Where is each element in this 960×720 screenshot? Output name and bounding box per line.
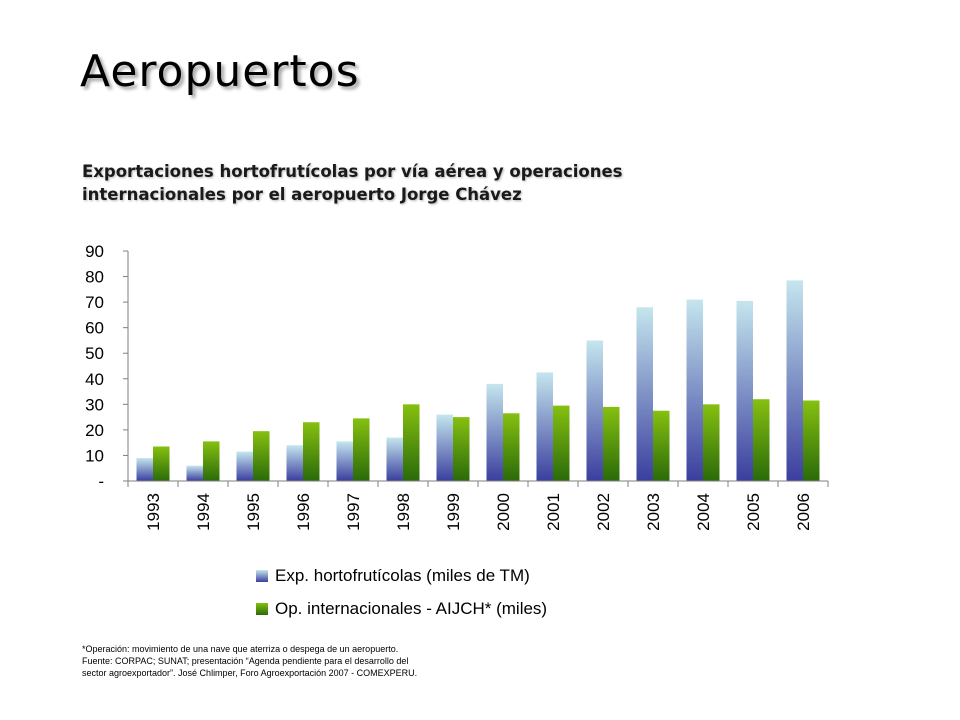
y-tick-label: 70 — [85, 293, 104, 312]
y-tick-label: 20 — [85, 421, 104, 440]
bar-operations-1998 — [403, 404, 420, 481]
footnote-line-2: Fuente: CORPAC; SUNAT; presentación “Age… — [82, 656, 409, 666]
bar-exports-2002 — [586, 340, 603, 481]
y-tick-label: 90 — [85, 242, 104, 261]
subtitle-line-2: internacionales por el aeropuerto Jorge … — [82, 185, 522, 204]
x-tick-label: 2000 — [494, 493, 513, 531]
x-tick-label: 1999 — [444, 493, 463, 531]
x-tick-label: 2001 — [544, 493, 563, 531]
x-tick-label: 2003 — [644, 493, 663, 531]
legend-label-operations: Op. internacionales - AIJCH* (miles) — [275, 599, 548, 618]
legend-swatch-exports — [256, 570, 268, 582]
bar-operations-2004 — [703, 404, 720, 481]
x-tick-label: 1995 — [244, 493, 263, 531]
bar-exports-2000 — [486, 383, 503, 481]
bar-exports-1998 — [386, 437, 403, 481]
bar-operations-2002 — [603, 406, 620, 481]
y-tick-label: 80 — [85, 268, 104, 287]
x-tick-label: 2002 — [594, 493, 613, 531]
bar-exports-1999 — [436, 414, 453, 481]
bar-chart: - 10 20 30 40 50 60 70 80 90 1993 1994 1995 1996 1997… — [85, 242, 829, 531]
bar-exports-1993 — [136, 458, 153, 481]
x-tick-label: 2004 — [694, 493, 713, 531]
legend-item-operations: Op. internacionales - AIJCH* (miles) — [256, 599, 547, 619]
x-tick-label: 1996 — [294, 493, 313, 531]
subtitle-line-1: Exportaciones hortofrutícolas por vía aé… — [82, 162, 623, 181]
legend-swatch-operations — [256, 603, 268, 615]
bar-exports-2006 — [786, 280, 803, 481]
bar-exports-1996 — [286, 445, 303, 481]
page-title: Aeropuertos — [80, 46, 360, 97]
bar-operations-1994 — [203, 441, 220, 481]
bar-operations-1997 — [353, 418, 370, 481]
bar-exports-1994 — [186, 465, 203, 481]
bar-exports-2004 — [686, 299, 703, 481]
bar-operations-1999 — [453, 417, 470, 481]
bars — [136, 280, 820, 481]
x-tick-label: 1994 — [194, 493, 213, 531]
x-axis: 1993 1994 1995 1996 1997 1998 1999 2000 2001 2002… — [127, 480, 829, 531]
bar-operations-1995 — [253, 431, 270, 481]
bar-operations-2000 — [503, 413, 520, 481]
legend-item-exports: Exp. hortofrutícolas (miles de TM) — [256, 566, 530, 586]
y-tick-label: 60 — [85, 319, 104, 338]
y-axis: - 10 20 30 40 50 60 70 80 90 — [85, 242, 129, 491]
footnote-line-1: *Operación: movimiento de una nave que a… — [82, 644, 399, 654]
x-tick-label: 1993 — [144, 493, 163, 531]
y-tick-label: 50 — [85, 344, 104, 363]
bar-operations-2005 — [753, 399, 770, 481]
chart-subtitle: Exportaciones hortofrutícolas por vía aé… — [82, 160, 722, 206]
bar-operations-1996 — [303, 422, 320, 481]
y-tick-label: 30 — [85, 395, 104, 414]
bar-operations-2006 — [803, 400, 820, 481]
bar-operations-2001 — [553, 405, 570, 481]
bar-operations-2003 — [653, 410, 670, 481]
footnote-line-3: sector agroexportador”. José Chlimper, F… — [82, 668, 418, 678]
bar-operations-1993 — [153, 446, 170, 481]
bar-exports-1997 — [336, 441, 353, 481]
x-tick-label: 1997 — [344, 493, 363, 531]
y-tick-label: - — [98, 472, 104, 491]
bar-exports-2001 — [536, 372, 553, 481]
footnote: *Operación: movimiento de una nave que a… — [82, 643, 642, 679]
y-tick-label: 10 — [85, 446, 104, 465]
x-tick-label: 1998 — [394, 493, 413, 531]
bar-exports-2005 — [736, 300, 753, 481]
x-tick-label: 2006 — [794, 493, 813, 531]
y-tick-label: 40 — [85, 370, 104, 389]
x-tick-label: 2005 — [744, 493, 763, 531]
legend-label-exports: Exp. hortofrutícolas (miles de TM) — [275, 566, 530, 585]
bar-exports-1995 — [236, 451, 253, 481]
bar-exports-2003 — [636, 307, 653, 481]
